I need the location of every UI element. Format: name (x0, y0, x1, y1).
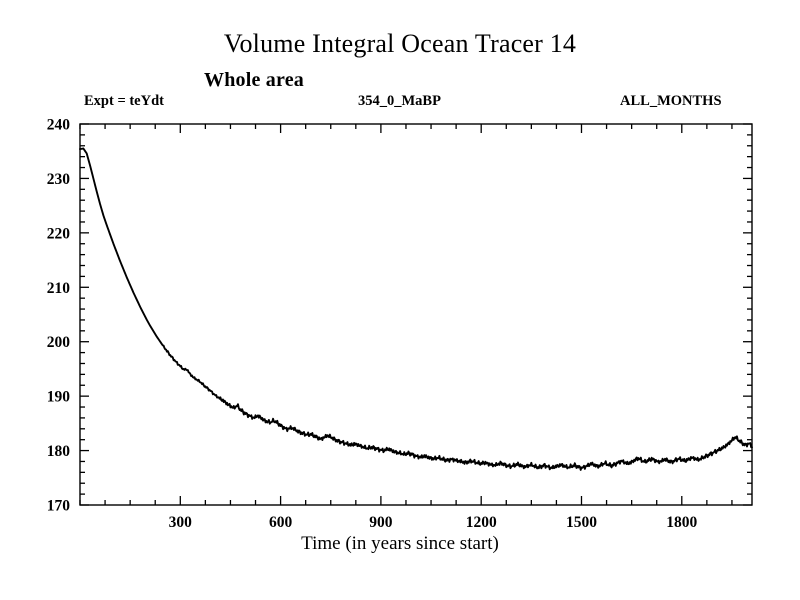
epoch-label: 354_0_MaBP (358, 93, 441, 109)
y-tick-label: 190 (47, 389, 71, 406)
y-tick-label: 210 (47, 280, 71, 297)
y-tick-label: 200 (47, 334, 71, 351)
axis-frame (79, 123, 753, 506)
y-tick-label: 240 (47, 117, 71, 134)
y-tick-label: 230 (47, 171, 71, 188)
experiment-label: Expt = teYdt (84, 93, 164, 109)
page-title: Volume Integral Ocean Tracer 14 (223, 29, 577, 58)
y-axis-tick-labels: 170 180 190 200 210 220 230 240 (47, 117, 71, 515)
y-tick-label: 170 (47, 498, 71, 515)
y-tick-label: 180 (47, 443, 71, 460)
x-axis-tick-labels: 300 600 900 1200 1500 1800 (169, 514, 698, 531)
months-label: ALL_MONTHS (620, 93, 722, 109)
plot-border (79, 123, 753, 506)
x-tick-label: 1500 (566, 514, 597, 531)
y-axis-ticks (80, 123, 752, 506)
y-tick-label: 220 (47, 225, 71, 242)
data-line-0 (79, 147, 753, 471)
x-tick-label: 600 (269, 514, 293, 531)
x-axis-title: Time (in years since start) (301, 533, 499, 554)
x-tick-label: 300 (169, 514, 193, 531)
plot-subtitle: Whole area (204, 69, 304, 91)
x-tick-label: 1800 (666, 514, 697, 531)
x-tick-label: 900 (369, 514, 393, 531)
x-axis-ticks (79, 124, 733, 505)
x-tick-label: 1200 (466, 514, 497, 531)
data-series-group (79, 147, 753, 471)
